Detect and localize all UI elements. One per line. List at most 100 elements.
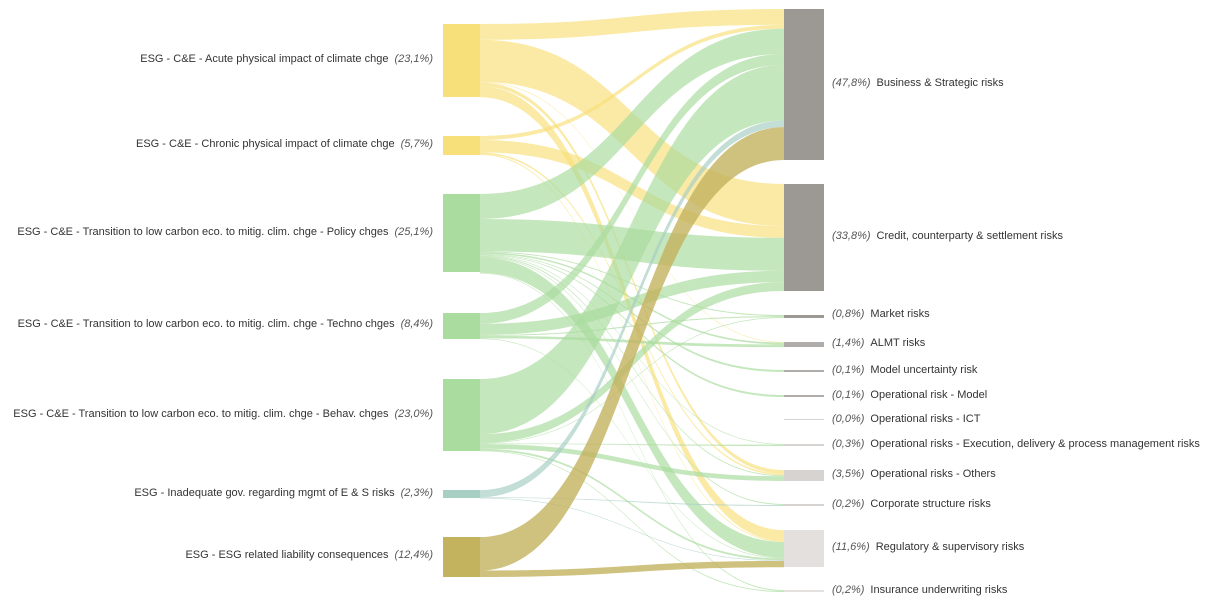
flow-s1-t4 [480,81,784,343]
flow-s4-t3 [480,316,784,336]
source-label-s5: ESG - C&E - Transition to low carbon eco… [13,408,433,420]
target-percent: (0,1%) [832,364,865,376]
source-node-s5 [443,379,480,451]
target-node-t11 [784,530,824,567]
source-name: ESG - C&E - Acute physical impact of cli… [140,53,388,65]
flow-s4-t1 [480,53,784,324]
target-percent: (0,0%) [832,413,865,425]
source-name: ESG - ESG related liability consequences [185,549,388,561]
target-percent: (0,3%) [832,438,865,450]
source-node-s6 [443,490,480,498]
flow-s7-t1 [480,127,784,571]
source-label-s6: ESG - Inadequate gov. regarding mgmt of … [134,487,433,499]
flow-s2-t9 [480,152,784,476]
target-label-t4: (1,4%) ALMT risks [832,337,926,349]
source-label-s4: ESG - C&E - Transition to low carbon eco… [18,318,434,330]
target-percent: (3,5%) [832,468,865,480]
target-node-t5 [784,370,824,372]
target-node-t12 [784,590,824,592]
flow-s3-t10 [480,256,784,505]
flow-s5-t9 [480,444,784,481]
source-percent: (23,0%) [394,408,433,420]
target-node-t10 [784,504,824,506]
target-node-t2 [784,184,824,291]
target-label-t5: (0,1%) Model uncertainty risk [832,364,978,376]
source-label-s3: ESG - C&E - Transition to low carbon eco… [17,226,433,238]
target-percent: (47,8%) [832,77,871,89]
flow-s6-t1 [480,120,784,498]
target-node-t1 [784,9,824,160]
source-percent: (2,3%) [401,487,434,499]
target-name: Market risks [870,308,930,320]
target-node-t3 [784,315,824,318]
target-name: Regulatory & supervisory risks [876,541,1025,553]
sankey-nodes [443,9,824,592]
target-name: Credit, counterparty & settlement risks [877,230,1064,242]
flow-s1-t1 [480,9,784,40]
target-node-t7 [784,419,824,420]
flow-s6-t11 [480,497,784,561]
source-label-s7: ESG - ESG related liability consequences… [185,549,433,561]
source-name: ESG - C&E - Transition to low carbon eco… [17,226,389,238]
source-label-s2: ESG - C&E - Chronic physical impact of c… [136,138,433,150]
target-label-t6: (0,1%) Operational risk - Model [832,389,987,401]
flow-s5-t11 [480,448,784,561]
target-percent: (0,8%) [832,308,865,320]
flow-s3-t11 [480,257,784,558]
target-name: Business & Strategic risks [877,77,1005,89]
flow-s4-t2 [480,270,784,335]
target-node-t6 [784,395,824,397]
source-percent: (8,4%) [401,318,434,330]
target-node-t4 [784,342,824,347]
flow-s4-t11 [480,338,784,559]
flow-s2-t1 [480,24,784,140]
flow-s5-t12 [480,450,784,592]
source-percent: (25,1%) [394,226,433,238]
target-name: Operational risks - ICT [870,413,980,425]
target-node-t9 [784,470,824,481]
flow-s7-t11 [480,560,784,577]
target-label-t8: (0,3%) Operational risks - Execution, del… [832,438,1200,450]
target-label-t10: (0,2%) Corporate structure risks [832,498,991,510]
source-node-s7 [443,537,480,577]
target-name: Operational risk - Model [870,389,987,401]
target-percent: (0,1%) [832,389,865,401]
target-label-t1: (47,8%) Business & Strategic risks [832,77,1004,89]
flow-s5-t1 [480,64,784,435]
sankey-labels: ESG - C&E - Acute physical impact of cli… [13,53,1200,596]
source-percent: (12,4%) [394,549,433,561]
target-name: Operational risks - Execution, delivery … [870,438,1200,450]
target-label-t12: (0,2%) Insurance underwriting risks [832,584,1008,596]
target-percent: (0,2%) [832,584,865,596]
source-name: ESG - C&E - Transition to low carbon eco… [13,408,389,420]
target-name: Operational risks - Others [870,468,996,480]
target-node-t8 [784,444,824,446]
target-name: Model uncertainty risk [870,364,977,376]
target-percent: (0,2%) [832,498,865,510]
target-name: ALMT risks [870,337,925,349]
source-label-s1: ESG - C&E - Acute physical impact of cli… [140,53,433,65]
source-node-s4 [443,313,480,339]
target-name: Insurance underwriting risks [870,584,1007,596]
source-node-s2 [443,136,480,155]
flow-s6-t10 [480,497,784,506]
target-label-t7: (0,0%) Operational risks - ICT [832,413,981,425]
flow-s5-t8 [480,443,784,446]
flow-s3-t12 [480,272,784,591]
source-percent: (5,7%) [401,138,434,150]
flow-s5-t3 [480,317,784,444]
source-node-s3 [443,194,480,272]
source-node-s1 [443,24,480,97]
flow-s3-t1 [480,28,784,219]
flow-s1-t9 [480,82,784,474]
target-label-t2: (33,8%) Credit, counterparty & settlement… [832,230,1063,242]
source-name: ESG - C&E - Transition to low carbon eco… [18,318,396,330]
source-percent: (23,1%) [394,53,433,65]
target-percent: (11,6%) [832,541,870,553]
source-name: ESG - Inadequate gov. regarding mgmt of … [134,487,395,499]
target-label-t11: (11,6%) Regulatory & supervisory risks [832,541,1025,553]
target-label-t3: (0,8%) Market risks [832,308,930,320]
sankey-links [480,9,784,592]
source-name: ESG - C&E - Chronic physical impact of c… [136,138,395,150]
